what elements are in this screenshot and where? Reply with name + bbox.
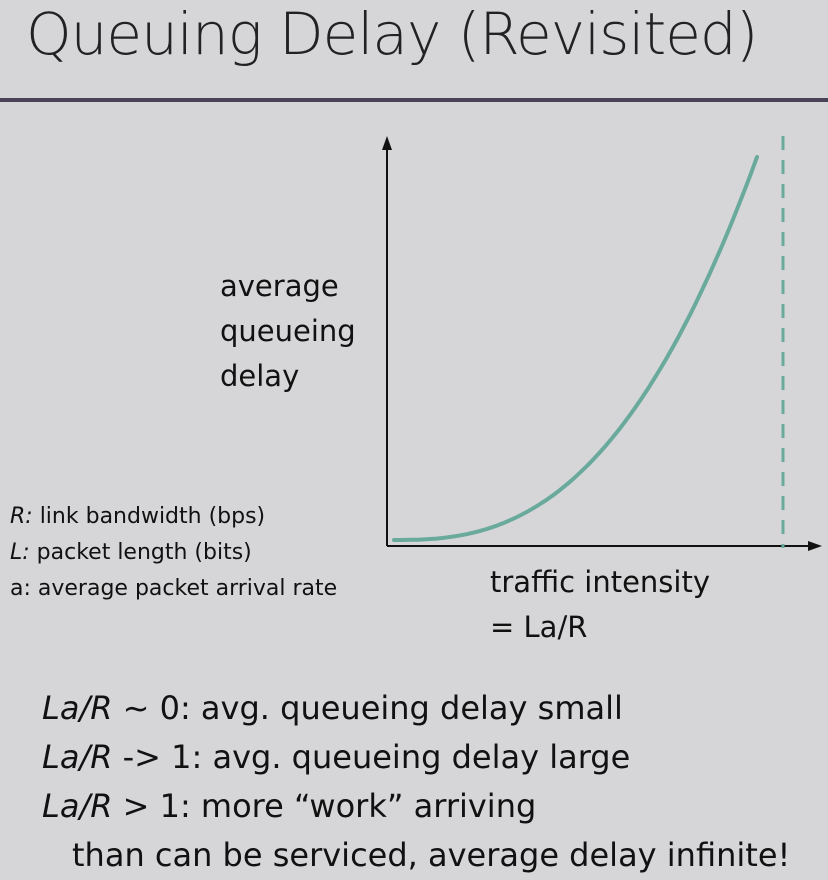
legend-text: average packet arrival rate	[30, 576, 338, 601]
legend-row: R: link bandwidth (bps)	[10, 499, 337, 535]
y-axis-arrowhead	[382, 136, 392, 150]
note-row: La/R -> 1: avg. queueing delay large	[42, 733, 790, 782]
legend-text: packet length (bits)	[29, 540, 252, 565]
legend-row: a: average packet arrival rate	[10, 571, 337, 607]
title-divider	[0, 98, 828, 102]
note-text: > 1: more “work” arriving	[112, 787, 537, 825]
note-row: La/R ~ 0: avg. queueing delay small	[42, 684, 790, 733]
x-axis-label-line: traffic intensity	[490, 565, 710, 599]
variable-legend: R: link bandwidth (bps) L: packet length…	[10, 499, 337, 607]
note-text: than can be serviced, average delay infi…	[72, 836, 791, 874]
note-row-continuation: than can be serviced, average delay infi…	[42, 831, 790, 880]
y-axis-label-line: queueing	[220, 314, 356, 348]
y-axis-label-line: delay	[220, 359, 300, 393]
x-axis-label-line: = La/R	[490, 610, 588, 644]
legend-symbol: L:	[10, 540, 30, 565]
note-expr: La/R	[42, 738, 113, 776]
note-text: ~ 0: avg. queueing delay small	[112, 689, 623, 727]
legend-symbol: a:	[10, 576, 31, 601]
slide-title: Queuing Delay (Revisited)	[26, 0, 758, 68]
legend-text: link bandwidth (bps)	[32, 504, 266, 529]
y-axis-label-line: average	[220, 269, 339, 303]
legend-row: L: packet length (bits)	[10, 535, 337, 571]
x-axis-label: traffic intensity = La/R	[490, 560, 710, 650]
x-axis-arrowhead	[808, 541, 822, 551]
note-expr: La/R	[42, 787, 113, 825]
note-expr: La/R	[42, 689, 113, 727]
note-text: -> 1: avg. queueing delay large	[112, 738, 631, 776]
y-axis-label: average queueing delay	[220, 264, 356, 399]
note-row: La/R > 1: more “work” arriving	[42, 782, 790, 831]
legend-symbol: R:	[10, 504, 33, 529]
delay-curve	[392, 155, 759, 542]
summary-notes: La/R ~ 0: avg. queueing delay small La/R…	[42, 684, 790, 880]
